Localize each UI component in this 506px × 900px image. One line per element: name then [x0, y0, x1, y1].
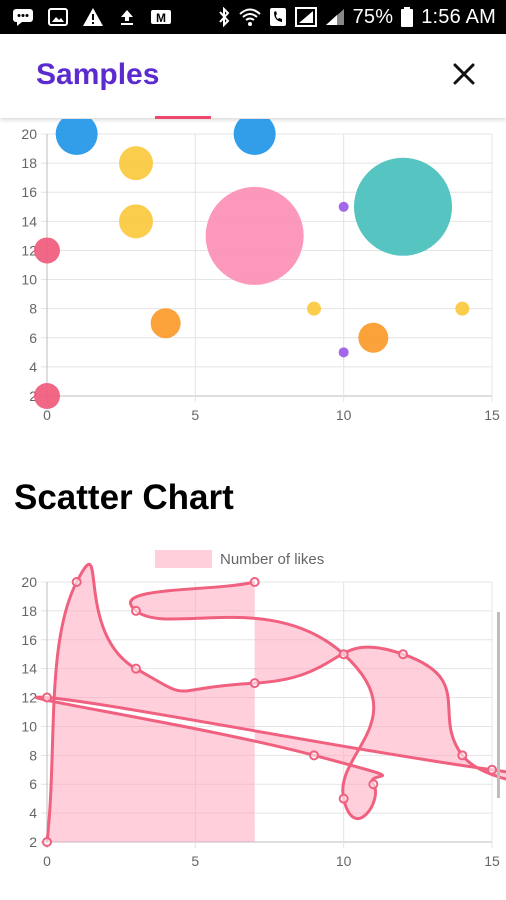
y-tick-label: 16 — [21, 632, 37, 648]
bluetooth-icon — [217, 7, 231, 27]
y-tick-label: 4 — [29, 805, 37, 821]
x-tick-label: 10 — [336, 853, 352, 869]
scatter-point[interactable] — [457, 750, 468, 761]
chat-notification-icon — [12, 8, 34, 26]
signal-strength-icon — [325, 8, 345, 26]
y-tick-label: 18 — [21, 603, 37, 619]
bubble-point[interactable] — [354, 157, 452, 256]
series-fill — [36, 564, 506, 842]
section-title-scatter: Scatter Chart — [14, 478, 234, 517]
app-bar: Samples — [0, 34, 506, 118]
phone-call-icon — [269, 7, 287, 27]
x-tick-label: 5 — [191, 853, 199, 869]
y-tick-label: 6 — [29, 776, 37, 792]
clock: 1:56 AM — [421, 5, 496, 28]
y-tick-label: 12 — [21, 242, 37, 258]
cell-signal-icon — [294, 7, 317, 27]
y-tick-label: 20 — [21, 126, 37, 142]
legend-label: Number of likes — [220, 551, 324, 568]
bubble-chart: 2 4 6 8 10 12 14 16 18 20 0 5 10 15 — [21, 119, 500, 423]
scatter-point[interactable] — [131, 605, 141, 616]
legend: Number of likes — [155, 550, 324, 568]
bubble-point[interactable] — [119, 204, 153, 239]
scatter-point[interactable] — [131, 663, 141, 674]
warning-icon — [82, 7, 104, 27]
y-tick-label: 2 — [29, 388, 37, 404]
y-tick-label: 4 — [29, 359, 37, 375]
page-title: Samples — [36, 58, 160, 91]
scatter-point[interactable] — [249, 678, 260, 689]
x-tick-label: 10 — [336, 407, 352, 423]
y-tick-label: 18 — [21, 155, 37, 171]
bubble-point[interactable] — [307, 301, 321, 316]
x-tick-label: 15 — [484, 853, 500, 869]
bubble-point[interactable] — [34, 237, 60, 264]
upload-icon — [118, 8, 136, 26]
scatter-point[interactable] — [249, 577, 260, 587]
bubble-point[interactable] — [338, 201, 349, 212]
bubble-point[interactable] — [455, 301, 470, 316]
image-notification-icon — [48, 8, 68, 26]
legend-swatch — [155, 550, 212, 568]
scrollbar[interactable] — [497, 612, 500, 798]
y-tick-label: 14 — [21, 661, 37, 677]
close-icon — [453, 63, 475, 85]
scatter-chart: Number of likes 2 4 6 8 10 12 14 16 18 20 0 5 10 15 — [21, 550, 506, 869]
y-tick-label: 10 — [21, 718, 37, 734]
bubble-point[interactable] — [358, 322, 389, 353]
bubble-point[interactable] — [150, 308, 181, 339]
bubble-point[interactable] — [205, 186, 304, 285]
status-bar: M 75% 1:56 AM — [0, 0, 506, 34]
wifi-icon — [238, 7, 261, 27]
y-tick-label: 20 — [21, 574, 37, 590]
scatter-point[interactable] — [338, 793, 349, 804]
x-tick-label: 0 — [43, 853, 51, 869]
y-tick-label: 14 — [21, 213, 37, 229]
scatter-point[interactable] — [309, 750, 319, 761]
mail-icon: M — [150, 8, 172, 26]
battery-percentage: 75% — [352, 5, 394, 28]
battery-icon — [401, 7, 414, 27]
x-tick-label: 15 — [484, 407, 500, 423]
scatter-point[interactable] — [42, 837, 52, 847]
y-tick-label: 8 — [29, 301, 37, 317]
scatter-point[interactable] — [487, 764, 497, 775]
y-tick-label: 8 — [29, 747, 37, 763]
bubble-point[interactable] — [119, 146, 153, 181]
tab-indicator — [155, 116, 211, 119]
y-tick-label: 16 — [21, 184, 37, 200]
close-button[interactable] — [446, 56, 482, 92]
bubble-point[interactable] — [338, 347, 349, 358]
bubble-point[interactable] — [233, 119, 276, 155]
scatter-point[interactable] — [338, 649, 349, 660]
scatter-point[interactable] — [42, 692, 52, 703]
y-tick-label: 12 — [21, 690, 37, 706]
y-tick-label: 2 — [29, 834, 37, 850]
x-tick-label: 0 — [43, 407, 51, 423]
scatter-point[interactable] — [398, 649, 408, 660]
x-tick-label: 5 — [191, 407, 199, 423]
bubble-point[interactable] — [55, 119, 98, 155]
svg-text:M: M — [156, 11, 166, 25]
bubble-point[interactable] — [34, 383, 60, 409]
y-tick-label: 10 — [21, 272, 37, 288]
series-line — [34, 563, 506, 843]
y-tick-label: 6 — [29, 330, 37, 346]
scatter-point[interactable] — [368, 779, 379, 790]
scatter-point[interactable] — [71, 577, 82, 587]
